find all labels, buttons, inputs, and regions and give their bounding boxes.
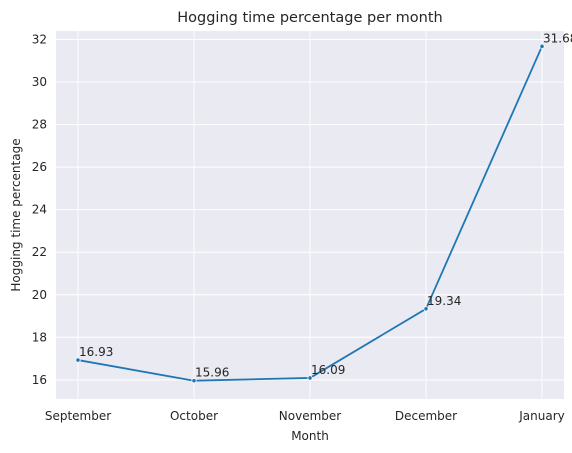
data-point xyxy=(75,357,81,363)
y-tick-label: 16 xyxy=(32,373,47,387)
data-label: 15.96 xyxy=(195,366,229,380)
y-tick-label: 26 xyxy=(32,160,47,174)
data-label: 19.34 xyxy=(427,294,461,308)
series-line-group xyxy=(75,43,545,384)
x-tick-label: November xyxy=(279,409,341,423)
y-tick-label: 28 xyxy=(32,118,47,132)
y-axis-label: Hogging time percentage xyxy=(9,138,23,291)
y-tick-label: 32 xyxy=(32,33,47,47)
data-point xyxy=(423,306,429,312)
y-tick-label: 22 xyxy=(32,245,47,259)
x-tick-label: January xyxy=(518,409,565,423)
chart-title: Hogging time percentage per month xyxy=(177,10,443,26)
y-tick-label: 20 xyxy=(32,288,47,302)
data-label: 31.68 xyxy=(543,31,572,45)
data-point xyxy=(307,375,313,381)
data-labels: 16.93 15.96 16.09 19.34 31.68 xyxy=(79,31,572,379)
y-tick-label: 24 xyxy=(32,203,47,217)
x-tick-label: October xyxy=(170,409,218,423)
data-point xyxy=(539,43,545,49)
x-tick-labels: September October November December January xyxy=(45,409,565,423)
data-label: 16.09 xyxy=(311,363,345,377)
y-tick-labels: 16 18 20 22 24 26 28 30 32 xyxy=(32,33,47,387)
data-label: 16.93 xyxy=(79,345,113,359)
x-axis-label: Month xyxy=(291,429,329,443)
x-tick-label: December xyxy=(395,409,457,423)
y-tick-label: 18 xyxy=(32,330,47,344)
x-gridlines xyxy=(77,31,543,399)
x-tick-label: September xyxy=(45,409,111,423)
y-tick-label: 30 xyxy=(32,75,47,89)
data-point xyxy=(191,378,197,384)
